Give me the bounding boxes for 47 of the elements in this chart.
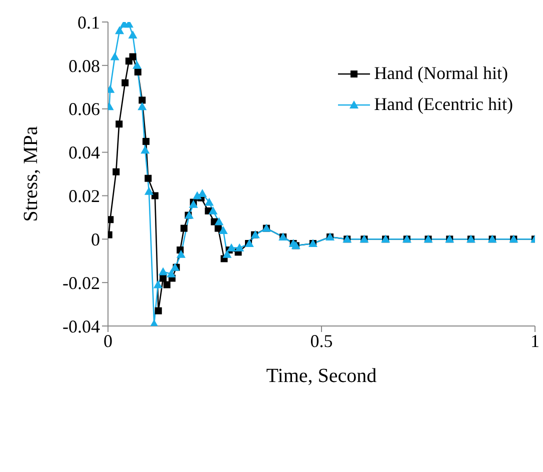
y-tick-label: 0.04 (68, 142, 100, 163)
point (140, 146, 150, 154)
x-tick-label: 0.5 (310, 330, 333, 351)
point (218, 226, 228, 234)
point (122, 79, 129, 86)
point (110, 52, 120, 60)
point (153, 280, 162, 288)
point (116, 120, 123, 128)
x-tick-label: 0 (104, 330, 112, 351)
y-tick-label: 0.06 (68, 99, 100, 120)
y-tick-label: -0.02 (62, 272, 100, 293)
x-axis-title: Time, Second (266, 365, 377, 387)
point (176, 250, 186, 258)
point (163, 281, 170, 288)
point (214, 217, 224, 226)
point (204, 198, 214, 206)
point (226, 243, 236, 252)
point (151, 192, 158, 200)
y-tick-label: 0.1 (78, 12, 100, 32)
x-tick-label: 1 (530, 330, 540, 351)
point (154, 307, 162, 314)
y-axis-title: Stress, MPa (20, 126, 42, 222)
point (115, 26, 124, 34)
point (129, 53, 136, 60)
point (222, 250, 232, 258)
y-tick-label: 0.08 (68, 56, 100, 76)
point (138, 102, 147, 110)
point (160, 274, 167, 282)
point (132, 60, 142, 69)
point (144, 186, 154, 195)
point (108, 216, 114, 224)
point (138, 96, 146, 104)
point (134, 68, 142, 76)
point (142, 138, 150, 145)
point (144, 174, 152, 182)
point (128, 30, 138, 39)
point (180, 224, 188, 232)
point (235, 243, 244, 252)
legend-label: Hand (Ecentric hit) (374, 94, 513, 115)
point (112, 168, 120, 176)
y-tick-label: 0.02 (68, 186, 100, 206)
point (208, 206, 218, 214)
point (158, 267, 168, 276)
point (166, 269, 176, 278)
y-tick-label: -0.04 (62, 316, 100, 336)
y-tick-label: 0 (91, 230, 100, 250)
legend-label: Hand (Normal hit) (374, 63, 508, 84)
